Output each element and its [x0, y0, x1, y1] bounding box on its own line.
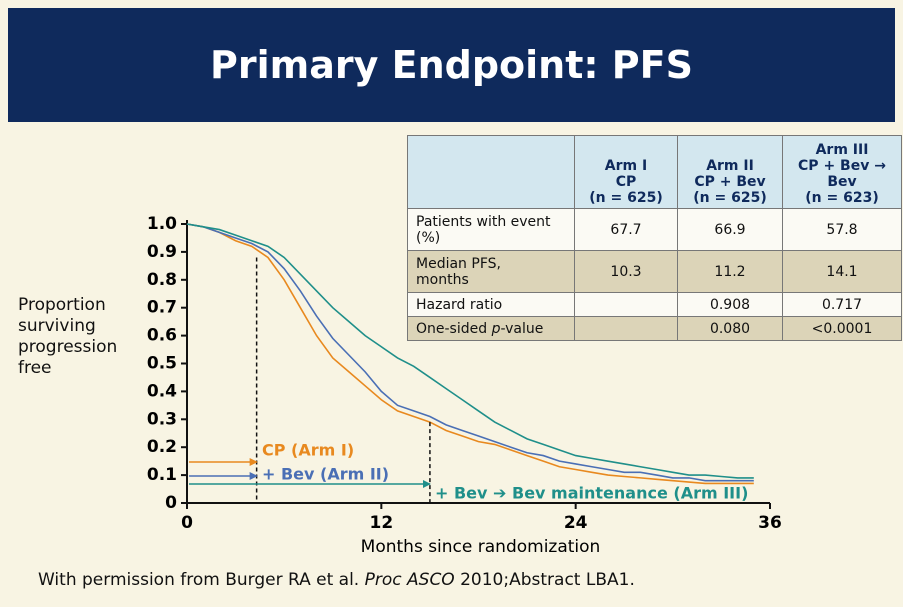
- y-tick-label: 0.6: [147, 326, 177, 346]
- cell: 67.7: [574, 208, 678, 251]
- text-part: Arm II: [706, 158, 754, 174]
- survival-curve: [186, 223, 754, 482]
- results-table: Arm I CP (n = 625) Arm II CP + Bev (n = 625) A…: [407, 135, 902, 341]
- cell: 0.908: [677, 292, 783, 317]
- footnote: With permission from Burger RA et al. Pr…: [38, 570, 635, 590]
- cell: 0.717: [782, 292, 902, 317]
- header-row: Arm I CP (n = 625) Arm II CP + Bev (n = 625) A…: [407, 135, 902, 209]
- y-tick-label: 1.0: [147, 214, 177, 234]
- text-part: months: [416, 271, 469, 288]
- text-part: CP + Bev →: [798, 158, 886, 174]
- y-tick-label: 0.5: [147, 354, 177, 374]
- cell: [574, 292, 678, 317]
- y-tick-label: 0.8: [147, 270, 177, 290]
- header-cell: Arm II CP + Bev (n = 625): [677, 135, 783, 209]
- text-part: CP: [615, 174, 637, 190]
- row-label: Patients with event (%): [407, 208, 575, 251]
- table-row: Median PFS, months 10.3 11.2 14.1: [407, 250, 902, 293]
- legend-label: + Bev (Arm II): [262, 465, 389, 484]
- text-part: Proc ASCO: [364, 570, 455, 590]
- header-cell: Arm I CP (n = 625): [574, 135, 678, 209]
- y-tick-label: 0.1: [147, 465, 177, 485]
- header-cell: Arm III CP + Bev → Bev (n = 623): [782, 135, 902, 209]
- cell: 66.9: [677, 208, 783, 251]
- text-part: (n = 623): [805, 190, 879, 206]
- cell: 57.8: [782, 208, 902, 251]
- x-tick-label: 36: [758, 513, 782, 533]
- row-label: Median PFS, months: [407, 250, 575, 293]
- text-part: Arm III: [815, 142, 869, 158]
- text-part: CP + Bev: [694, 174, 766, 190]
- text-part: (n = 625): [693, 190, 767, 206]
- cell: 10.3: [574, 250, 678, 293]
- text-part: p: [491, 320, 501, 337]
- survival-curve: [186, 223, 754, 485]
- legend-label: + Bev ➔ Bev maintenance (Arm III): [435, 484, 748, 503]
- x-tick-label: 0: [181, 513, 193, 533]
- cell: 0.080: [677, 316, 783, 341]
- y-tick-label: 0.2: [147, 437, 177, 457]
- y-tick-label: 0: [165, 493, 177, 513]
- slide-title: Primary Endpoint: PFS: [8, 8, 895, 122]
- text-part: (%): [416, 229, 441, 246]
- cell: 14.1: [782, 250, 902, 293]
- y-tick-label: 0.4: [147, 381, 177, 401]
- text-part: Arm I: [604, 158, 648, 174]
- text-part: Bev: [827, 174, 857, 190]
- y-tick-label: 0.3: [147, 409, 177, 429]
- text-part: 2010;Abstract LBA1.: [454, 570, 635, 590]
- table-row: One-sided p-value 0.080 <0.0001: [407, 316, 902, 341]
- survival-curve: [186, 223, 754, 479]
- table-row: Patients with event (%) 67.7 66.9 57.8: [407, 208, 902, 251]
- header-cell: [407, 135, 575, 209]
- text-part: -value: [500, 320, 544, 337]
- legend-label: CP (Arm I): [262, 441, 354, 460]
- cell: [574, 316, 678, 341]
- row-label: Hazard ratio: [407, 292, 575, 317]
- cell: <0.0001: [782, 316, 902, 341]
- text-part: Patients with event: [416, 213, 551, 230]
- text-part: One-sided: [416, 320, 492, 337]
- text-part: (n = 625): [589, 190, 663, 206]
- table-row: Hazard ratio 0.908 0.717: [407, 292, 902, 317]
- text-part: Hazard ratio: [416, 296, 503, 313]
- text-part: Median PFS,: [416, 255, 501, 272]
- y-tick-label: 0.7: [147, 298, 177, 318]
- y-tick-label: 0.9: [147, 242, 177, 262]
- y-axis-label: Proportion surviving progression free: [18, 295, 118, 378]
- x-tick-label: 12: [369, 513, 393, 533]
- x-tick-label: 24: [564, 513, 588, 533]
- text-part: With permission from Burger RA et al.: [38, 570, 365, 590]
- row-label: One-sided p-value: [407, 316, 575, 341]
- cell: 11.2: [677, 250, 783, 293]
- x-axis-label: Months since randomization: [361, 537, 601, 557]
